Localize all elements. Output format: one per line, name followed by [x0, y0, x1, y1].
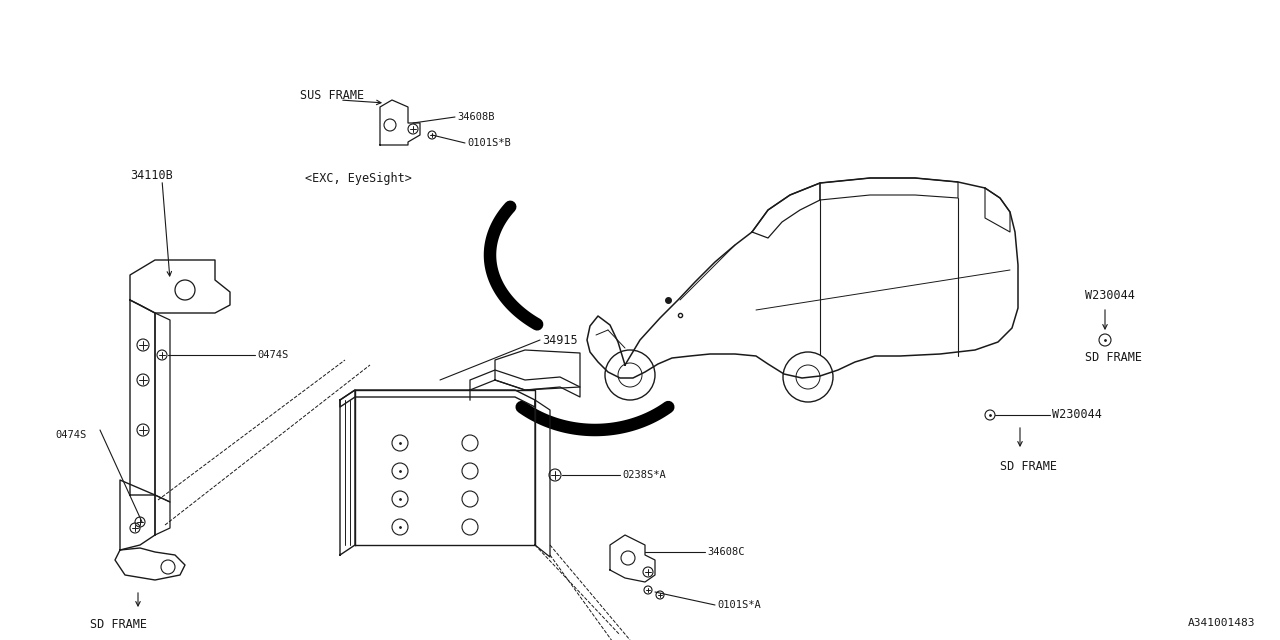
Text: SD FRAME: SD FRAME [90, 618, 147, 632]
Text: 34608B: 34608B [457, 112, 494, 122]
Text: 34915: 34915 [541, 333, 577, 346]
Text: W230044: W230044 [1085, 289, 1135, 301]
Text: 0474S: 0474S [55, 430, 86, 440]
Text: 0474S: 0474S [257, 350, 288, 360]
Text: <EXC, EyeSight>: <EXC, EyeSight> [305, 172, 412, 184]
Text: 0101S*A: 0101S*A [717, 600, 760, 610]
Text: 34608C: 34608C [707, 547, 745, 557]
Text: SUS FRAME: SUS FRAME [300, 88, 364, 102]
Text: SD FRAME: SD FRAME [1000, 461, 1057, 474]
Text: 0101S*B: 0101S*B [467, 138, 511, 148]
Text: 0238S*A: 0238S*A [622, 470, 666, 480]
Text: A341001483: A341001483 [1188, 618, 1254, 628]
Text: SD FRAME: SD FRAME [1085, 351, 1142, 364]
Text: W230044: W230044 [1052, 408, 1102, 422]
Text: 34110B: 34110B [131, 168, 173, 182]
